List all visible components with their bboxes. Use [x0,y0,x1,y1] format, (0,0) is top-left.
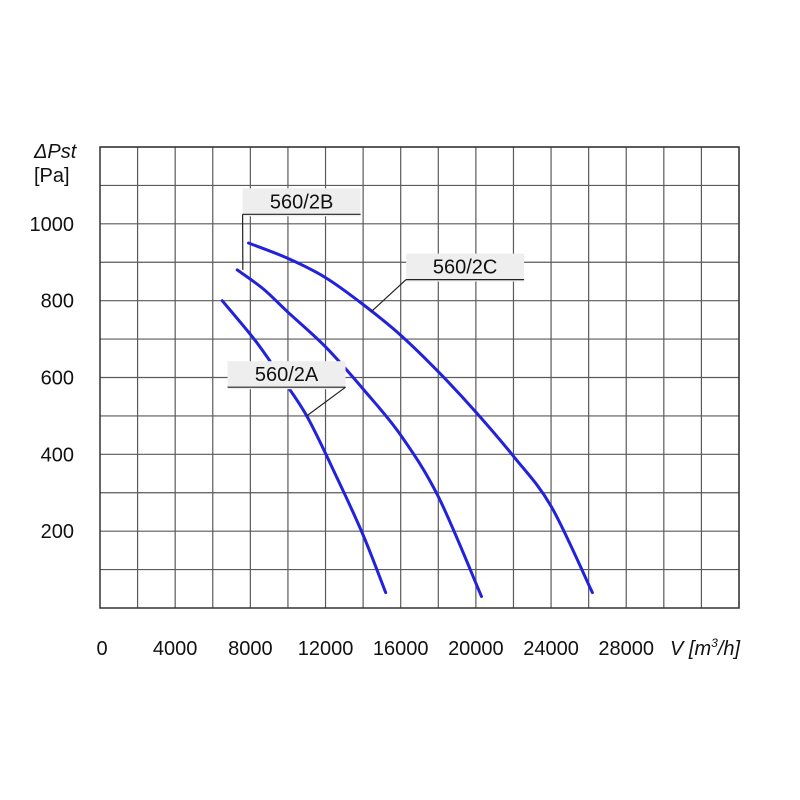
y-tick-label: 200 [41,521,74,543]
y-axis-unit: [Pa] [34,165,70,187]
grid [100,146,740,608]
x-tick-label: 8000 [228,638,273,660]
curve-label: 560/2A [255,364,319,386]
y-tick-label: 1000 [30,214,75,236]
curve-label-group: 560/2B [241,188,361,270]
x-axis-title-unit-sup: 3 [711,636,718,650]
y-tick-label: 600 [41,368,74,390]
curve-label-box [227,361,346,390]
x-tick-label: 12000 [298,638,354,660]
curve-label: 560/2B [270,191,333,213]
series-line [235,268,483,598]
curve-label-box [242,188,361,217]
y-axis-title: ΔPst [33,141,78,163]
series-line [220,299,388,595]
y-tick-label: 800 [41,291,74,313]
curve-label-leader [370,279,407,313]
curve-labels: 560/2A 560/2B 560/2C [227,188,525,417]
x-axis-title: V [m3/h] [670,636,740,660]
x-axis-title-var: V [670,638,685,660]
plot-border [99,146,740,609]
series-line [247,241,594,595]
x-axis-title-unit-open: [m [683,638,711,660]
y-tick-labels: 200 400 600 800 1000 [30,214,75,543]
x-axis-title-unit-close: /h] [716,638,741,660]
x-tick-label: 20000 [448,638,504,660]
curves [220,241,594,598]
curve-label-group: 560/2A [227,361,346,417]
x-tick-label: 24000 [523,638,579,660]
y-tick-label: 400 [41,444,74,466]
x-tick-label: 0 [96,638,107,660]
curve-label: 560/2C [433,257,498,279]
x-tick-label: 16000 [373,638,429,660]
x-tick-label: 28000 [598,638,654,660]
curve-label-group: 560/2C [370,253,525,313]
curve-label-leader [306,386,346,417]
x-tick-label: 4000 [153,638,198,660]
curve-label-box [406,253,525,282]
x-tick-labels: 0 4000 8000 12000 16000 20000 24000 28000 [96,638,654,660]
